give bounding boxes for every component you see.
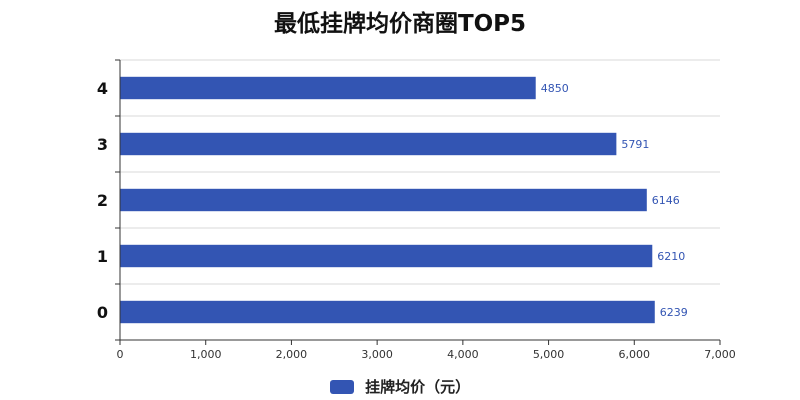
- bars: 6239 6210 6146 5791 4850: [120, 76, 688, 324]
- y-tick-label: 1: [97, 247, 108, 266]
- legend-label: 挂牌均价（元）: [365, 378, 471, 396]
- bar: [120, 300, 655, 324]
- data-label: 6146: [652, 194, 680, 207]
- x-tick-label: 6,000: [619, 348, 651, 361]
- axes: 0 1 2 3 4 0 1,000 2,000 3,000 4,000 5,000 6,000 7,00…: [97, 59, 736, 361]
- chart-title: 最低挂牌均价商圈TOP5: [273, 11, 527, 37]
- y-tick-label: 0: [97, 303, 108, 322]
- x-tick-label: 2,000: [276, 348, 308, 361]
- bar: [120, 76, 536, 100]
- data-label: 6239: [660, 306, 688, 319]
- bar: [120, 132, 617, 156]
- legend: 挂牌均价（元）: [0, 376, 800, 397]
- y-tick-label: 4: [97, 79, 108, 98]
- x-tick-label: 0: [117, 348, 124, 361]
- x-tick-label: 3,000: [361, 348, 393, 361]
- bar: [120, 244, 653, 268]
- data-label: 5791: [621, 138, 649, 151]
- y-tick-label: 3: [97, 135, 108, 154]
- data-label: 4850: [541, 82, 569, 95]
- grid-lines: [120, 59, 720, 285]
- bar: [120, 188, 647, 212]
- data-label: 6210: [657, 250, 685, 263]
- x-tick-label: 7,000: [704, 348, 736, 361]
- legend-swatch: [329, 380, 354, 394]
- x-tick-label: 5,000: [533, 348, 565, 361]
- x-tick-label: 4,000: [447, 348, 479, 361]
- x-tick-label: 1,000: [190, 348, 222, 361]
- y-tick-label: 2: [97, 191, 108, 210]
